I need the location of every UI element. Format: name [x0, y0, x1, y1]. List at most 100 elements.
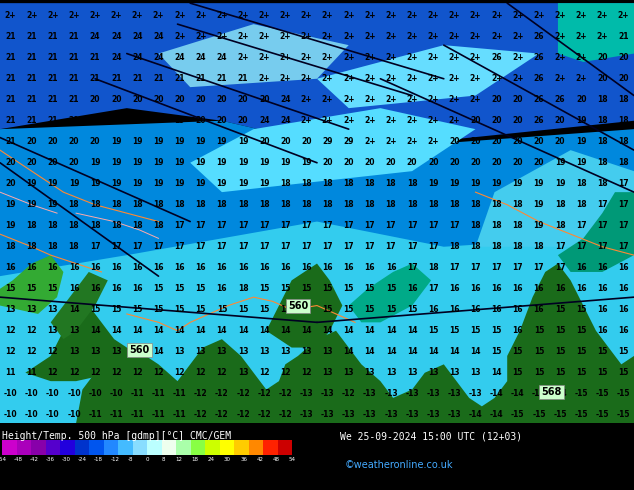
Text: 14: 14	[259, 326, 269, 335]
Text: 21: 21	[5, 32, 16, 41]
Text: 17: 17	[217, 221, 227, 230]
Text: -12: -12	[215, 410, 229, 419]
Text: 17: 17	[407, 221, 417, 230]
Text: 16: 16	[597, 263, 607, 272]
Text: -10: -10	[4, 410, 17, 419]
Text: 2+: 2+	[449, 74, 460, 83]
Text: 36: 36	[240, 457, 247, 462]
Text: -10: -10	[110, 389, 123, 398]
Text: 15: 15	[555, 347, 566, 356]
Text: 19: 19	[111, 179, 122, 188]
Text: 20: 20	[301, 137, 312, 146]
Text: 14: 14	[385, 326, 396, 335]
Text: 2+: 2+	[26, 11, 37, 20]
Text: 2+: 2+	[153, 11, 164, 20]
Text: 16: 16	[111, 263, 122, 272]
Text: 15: 15	[385, 284, 396, 293]
Text: 17: 17	[576, 221, 586, 230]
Text: 21: 21	[68, 95, 79, 104]
Text: 2+: 2+	[280, 32, 291, 41]
Text: 14: 14	[344, 347, 354, 356]
Text: 2+: 2+	[470, 74, 481, 83]
Text: 15: 15	[27, 284, 37, 293]
Bar	[103, 441, 118, 455]
Text: 14: 14	[132, 347, 143, 356]
Polygon shape	[476, 150, 634, 247]
Text: 18: 18	[280, 179, 290, 188]
Text: 19: 19	[195, 137, 206, 146]
Text: 2+: 2+	[491, 32, 502, 41]
Text: 2+: 2+	[322, 116, 333, 125]
Polygon shape	[349, 264, 431, 322]
Text: 2+: 2+	[618, 11, 629, 20]
Text: -15: -15	[574, 410, 588, 419]
Polygon shape	[317, 45, 539, 108]
Text: 18: 18	[597, 158, 607, 167]
Text: 2+: 2+	[237, 32, 249, 41]
Text: -12: -12	[215, 389, 229, 398]
Text: 2+: 2+	[512, 32, 524, 41]
Text: 15: 15	[153, 284, 164, 293]
Text: 17: 17	[365, 242, 375, 251]
Text: 21: 21	[27, 95, 37, 104]
Text: 12: 12	[176, 457, 183, 462]
Text: 17: 17	[385, 242, 396, 251]
Text: 2+: 2+	[554, 11, 566, 20]
Text: 20: 20	[217, 95, 227, 104]
Text: 2+: 2+	[385, 74, 397, 83]
Text: 15: 15	[491, 326, 502, 335]
Text: 13: 13	[280, 347, 290, 356]
Text: 15: 15	[597, 368, 607, 377]
Text: 2+: 2+	[364, 53, 375, 62]
Text: 19: 19	[174, 137, 185, 146]
Text: 18: 18	[68, 200, 79, 209]
Text: 2+: 2+	[554, 32, 566, 41]
Text: 18: 18	[407, 179, 417, 188]
Text: 2+: 2+	[322, 11, 333, 20]
Text: 15: 15	[449, 326, 460, 335]
Text: 15: 15	[576, 368, 586, 377]
Bar	[278, 441, 292, 455]
Text: 2+: 2+	[427, 53, 439, 62]
Text: 2+: 2+	[491, 11, 502, 20]
Text: 21: 21	[68, 32, 79, 41]
Text: 18: 18	[491, 200, 502, 209]
Text: 17: 17	[301, 221, 312, 230]
Polygon shape	[507, 264, 634, 423]
Text: 16: 16	[68, 284, 79, 293]
Text: 14: 14	[174, 326, 185, 335]
Text: -10: -10	[67, 389, 81, 398]
Text: 12: 12	[48, 347, 58, 356]
Text: 2+: 2+	[301, 95, 312, 104]
Text: 18: 18	[512, 242, 523, 251]
Text: -15: -15	[511, 410, 524, 419]
Text: 17: 17	[491, 263, 502, 272]
Text: 19: 19	[534, 221, 544, 230]
Text: 17: 17	[195, 242, 206, 251]
Text: 21: 21	[48, 53, 58, 62]
Text: 14: 14	[407, 347, 417, 356]
Text: 17: 17	[470, 263, 481, 272]
Text: 16: 16	[217, 284, 227, 293]
Text: 29: 29	[344, 137, 354, 146]
Text: 12: 12	[280, 368, 290, 377]
Text: 17: 17	[322, 221, 333, 230]
Text: 2+: 2+	[406, 137, 418, 146]
Text: 16: 16	[5, 263, 16, 272]
Text: 15: 15	[470, 326, 481, 335]
Text: -30: -30	[62, 457, 71, 462]
Text: 18: 18	[195, 200, 206, 209]
Text: 18: 18	[407, 200, 417, 209]
Text: 18: 18	[111, 221, 122, 230]
Text: 2+: 2+	[385, 53, 397, 62]
Bar	[234, 441, 249, 455]
Text: -15: -15	[595, 410, 609, 419]
Text: 19: 19	[174, 179, 185, 188]
Text: 18: 18	[5, 242, 16, 251]
Text: -11: -11	[152, 410, 165, 419]
Text: 20: 20	[5, 179, 16, 188]
Text: 2+: 2+	[195, 11, 207, 20]
Text: 15: 15	[618, 347, 629, 356]
Text: 12: 12	[217, 368, 227, 377]
Text: 2+: 2+	[259, 32, 270, 41]
